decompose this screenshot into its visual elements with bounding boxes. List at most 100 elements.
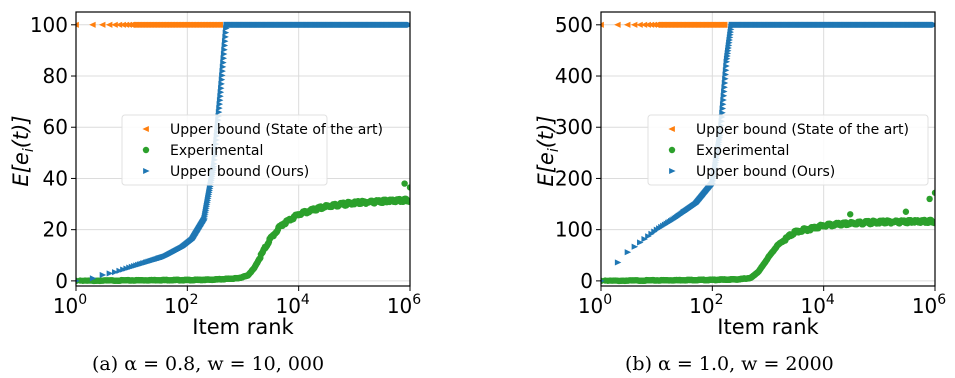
x-tick-label: 100 bbox=[578, 292, 612, 318]
y-tick-label: 100 bbox=[30, 13, 68, 37]
series-upper-bound-state-of-the-art bbox=[76, 21, 223, 28]
series-experimental bbox=[76, 180, 410, 285]
legend-marker bbox=[143, 167, 150, 175]
data-point bbox=[220, 59, 227, 66]
data-point bbox=[721, 88, 728, 95]
legend-marker bbox=[142, 125, 149, 133]
data-point-outlier bbox=[931, 189, 935, 196]
series-upper-bound-state-of-the-art bbox=[601, 21, 728, 28]
y-tick-label: 20 bbox=[43, 218, 68, 242]
axes-frame bbox=[600, 11, 936, 287]
caption-a: (a) α = 0.8, w = 10, 000 bbox=[92, 353, 325, 375]
series-upper-bound-ours bbox=[76, 21, 410, 283]
legend-marker bbox=[668, 125, 675, 133]
data-point bbox=[723, 62, 730, 70]
data-point-outlier bbox=[406, 184, 410, 191]
data-point bbox=[89, 21, 96, 28]
data-point bbox=[98, 21, 106, 28]
data-point-outlier bbox=[401, 180, 408, 187]
series-experimental bbox=[601, 189, 935, 285]
data-point bbox=[219, 72, 226, 79]
data-point bbox=[221, 42, 229, 49]
data-point bbox=[219, 63, 227, 70]
data-point bbox=[116, 267, 123, 274]
data-point bbox=[221, 46, 228, 53]
y-tick-label: 400 bbox=[555, 64, 593, 88]
data-point bbox=[721, 84, 728, 91]
data-point bbox=[719, 105, 727, 112]
data-point bbox=[641, 236, 648, 243]
data-point bbox=[406, 198, 410, 205]
x-axis-label: Item rank bbox=[192, 315, 294, 339]
data-point bbox=[614, 21, 621, 28]
y-tick-label: 500 bbox=[555, 13, 593, 37]
data-point bbox=[637, 239, 644, 246]
data-point bbox=[601, 279, 605, 283]
y-tick-label: 40 bbox=[43, 166, 68, 190]
data-point bbox=[76, 21, 79, 28]
data-point bbox=[636, 21, 643, 28]
y-tick-label: 0 bbox=[55, 269, 68, 293]
data-point bbox=[719, 101, 727, 108]
data-point bbox=[624, 249, 632, 256]
data-point bbox=[218, 76, 226, 83]
y-tick-label: 300 bbox=[555, 115, 593, 139]
data-point bbox=[720, 21, 728, 28]
legend-label: Upper bound (Ours) bbox=[170, 164, 309, 180]
data-point-outlier bbox=[926, 195, 933, 203]
legend-label: Experimental bbox=[170, 143, 263, 159]
data-point bbox=[115, 21, 123, 28]
y-tick-label: 0 bbox=[580, 269, 593, 293]
data-point bbox=[112, 269, 119, 276]
data-point bbox=[105, 21, 113, 28]
legend-marker bbox=[669, 167, 676, 175]
data-point bbox=[217, 89, 225, 96]
axes-frame bbox=[75, 11, 411, 287]
data-point bbox=[614, 259, 622, 266]
data-point bbox=[222, 33, 229, 40]
x-axis-label: Item rank bbox=[717, 315, 819, 339]
data-point bbox=[601, 21, 604, 28]
data-point bbox=[216, 21, 223, 28]
data-point bbox=[111, 21, 118, 28]
legend-marker bbox=[668, 146, 676, 154]
legend-box bbox=[647, 114, 929, 186]
data-point bbox=[720, 92, 728, 99]
y-tick-label: 60 bbox=[43, 115, 68, 139]
data-point bbox=[932, 21, 935, 28]
data-point bbox=[218, 85, 225, 92]
data-point bbox=[219, 68, 226, 75]
data-point bbox=[221, 38, 229, 45]
data-point bbox=[218, 80, 225, 87]
data-point bbox=[76, 279, 80, 283]
x-tick-label: 106 bbox=[912, 292, 946, 318]
legend-marker bbox=[142, 146, 150, 154]
data-point bbox=[220, 55, 228, 62]
y-axis-label: E[ei(t)] bbox=[9, 115, 37, 186]
data-point bbox=[630, 21, 638, 28]
legend-label: Experimental bbox=[696, 143, 789, 159]
legend-label: Upper bound (State of the art) bbox=[170, 122, 383, 138]
y-tick-label: 100 bbox=[555, 218, 593, 242]
data-point bbox=[407, 21, 410, 28]
data-point bbox=[222, 29, 230, 36]
y-axis-label: E[ei(t)] bbox=[534, 115, 562, 186]
y-tick-label: 80 bbox=[43, 64, 68, 88]
data-point bbox=[719, 109, 726, 116]
data-point bbox=[640, 21, 648, 28]
x-tick-label: 106 bbox=[387, 292, 421, 318]
data-point bbox=[722, 71, 729, 78]
legend-label: Upper bound (State of the art) bbox=[696, 122, 909, 138]
data-point bbox=[722, 75, 729, 82]
data-point bbox=[721, 79, 729, 87]
x-tick-label: 100 bbox=[53, 292, 87, 318]
data-point-outlier bbox=[902, 208, 910, 215]
data-point bbox=[106, 270, 114, 277]
plot-area bbox=[601, 21, 935, 285]
data-point bbox=[89, 275, 97, 282]
data-point bbox=[623, 21, 631, 28]
legend: Upper bound (State of the art) Experiment… bbox=[121, 114, 383, 186]
